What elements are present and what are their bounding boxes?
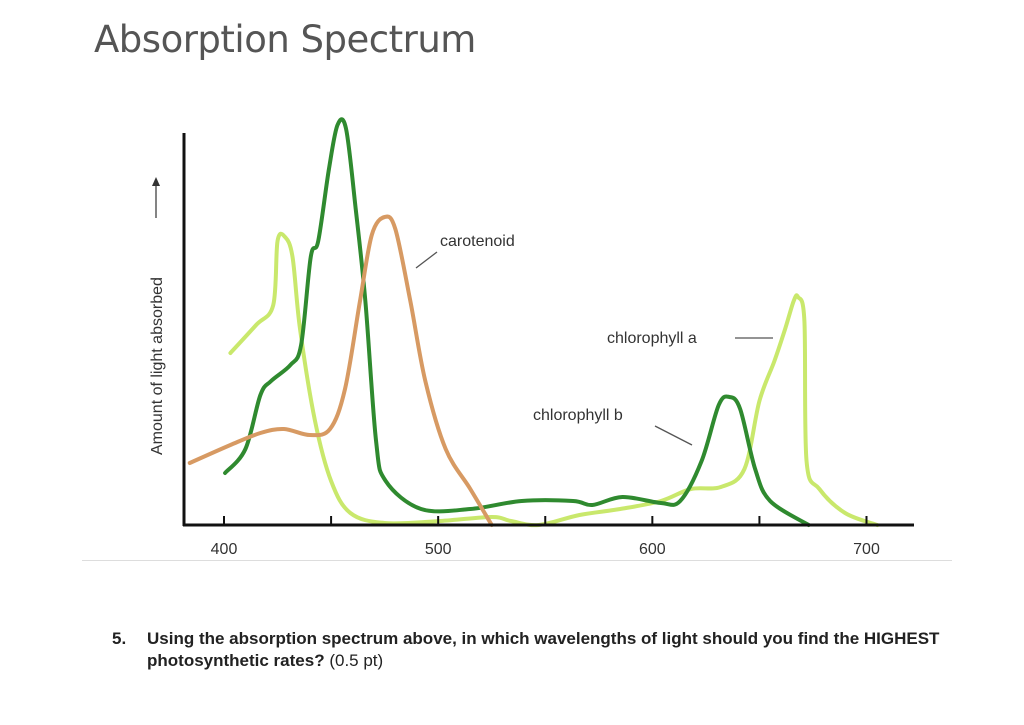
leader-chlorophyll-b (654, 425, 693, 446)
label-carotenoid: carotenoid (440, 233, 515, 250)
y-axis-arrow (152, 177, 160, 218)
y-axis-label: Amount of light absorbed (149, 277, 166, 455)
label-chlorophyll-a: chlorophyll a (607, 330, 697, 347)
series-chlorophyll-a (228, 231, 880, 528)
series-carotenoid (187, 214, 494, 527)
absorption-spectrum-chart: 400 500 600 700 Amount of light absorbed ca… (149, 117, 914, 558)
label-chlorophyll-b: chlorophyll b (533, 407, 623, 424)
question-points: (0.5 pt) (329, 651, 384, 670)
divider (82, 560, 952, 561)
x-tick-label: 400 (211, 541, 238, 558)
x-tick-label: 700 (853, 541, 880, 558)
series-chlorophyll-b (223, 117, 811, 527)
x-tick-label: 500 (425, 541, 452, 558)
question-text: Using the absorption spectrum above, in … (147, 629, 940, 670)
page-title: Absorption Spectrum (94, 18, 476, 61)
question-number: 5. (112, 629, 127, 648)
x-tick-label: 600 (639, 541, 666, 558)
leader-carotenoid (415, 251, 438, 269)
